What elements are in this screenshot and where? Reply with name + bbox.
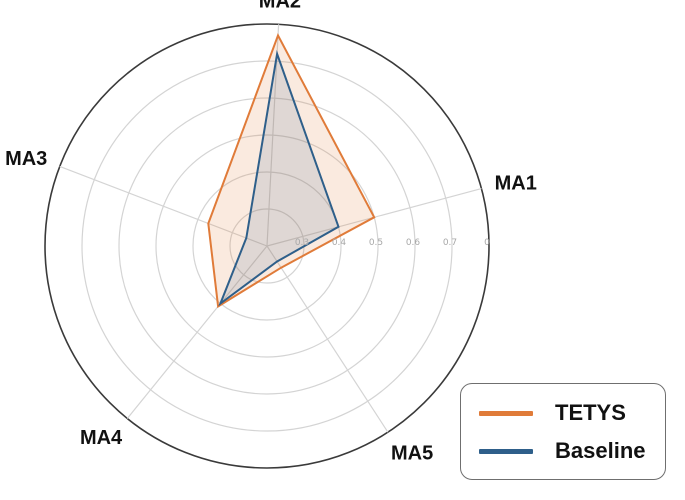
axis-label-ma5: MA5 [391,442,433,464]
tick-label: 0.7 [443,238,457,248]
tick-label: 0.5 [369,238,383,248]
tick-label: 0 [484,238,490,248]
tick-label: 0.6 [406,238,421,248]
outer-ring [44,23,490,469]
axis-label-ma2: MA2 [259,0,301,12]
legend-item-baseline: Baseline [479,438,646,464]
series-baseline-polygon [218,49,340,307]
axis-label-ma1: MA1 [495,172,537,194]
axis-label-ma3: MA3 [5,148,47,170]
grid-ring [155,134,379,358]
spoke-ma3 [59,165,268,247]
grid-ring [118,97,416,395]
axis-labels: MA1 MA2 MA3 MA4 MA5 [5,0,537,464]
grid-ring [81,60,453,432]
tick-labels: 0.3 0.4 0.5 0.6 0.7 0 [295,238,490,248]
axis-label-ma4: MA4 [80,427,123,449]
legend-label-baseline: Baseline [555,438,646,463]
legend-swatch-tetys [479,410,533,416]
series-layer [207,32,376,309]
tick-label: 0.3 [295,238,309,248]
spoke-ma4 [126,245,268,419]
tick-label: 0.4 [332,238,347,248]
legend: TETYS Baseline [460,383,666,480]
legend-label-tetys: TETYS [555,400,626,425]
grid [44,23,490,469]
spoke-ma5 [266,245,389,433]
grid-ring [192,171,342,321]
legend-swatch-baseline [479,448,533,454]
series-tetys-polygon [207,32,376,309]
legend-item-tetys: TETYS [479,400,626,426]
